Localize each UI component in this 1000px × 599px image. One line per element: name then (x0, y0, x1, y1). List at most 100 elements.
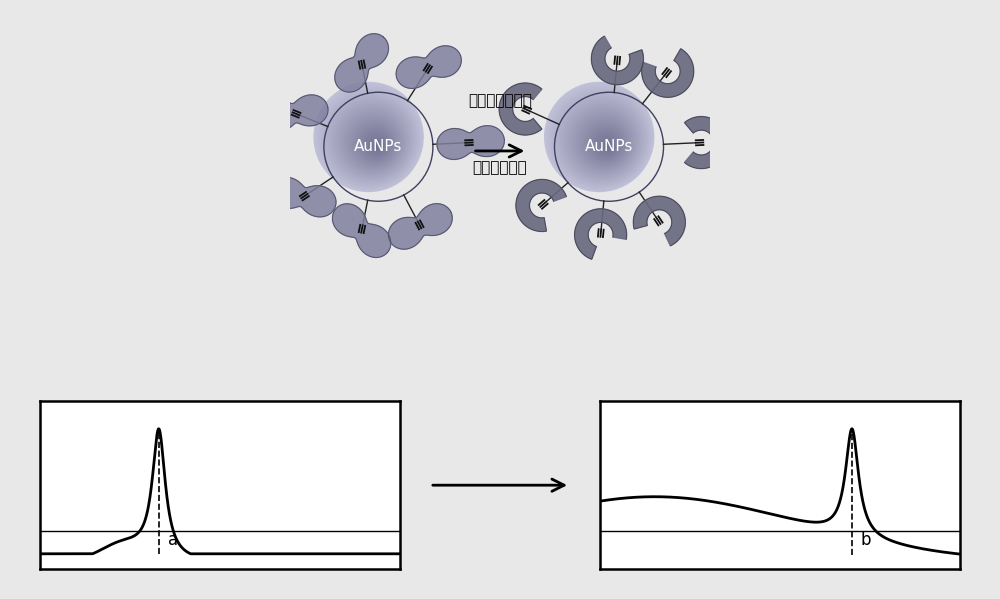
Circle shape (375, 144, 381, 149)
Circle shape (369, 137, 385, 153)
Polygon shape (685, 117, 727, 168)
Circle shape (553, 90, 648, 186)
Circle shape (561, 98, 643, 180)
Circle shape (374, 142, 382, 150)
Polygon shape (388, 204, 452, 249)
Circle shape (362, 131, 390, 158)
Circle shape (593, 131, 620, 158)
Polygon shape (335, 34, 388, 92)
Polygon shape (499, 83, 542, 135)
Text: 蛋白构象变化: 蛋白构象变化 (473, 160, 527, 176)
Circle shape (366, 134, 387, 156)
Circle shape (333, 102, 410, 178)
Circle shape (585, 123, 626, 164)
Circle shape (604, 142, 612, 150)
Circle shape (349, 118, 399, 167)
Circle shape (341, 110, 404, 173)
Circle shape (329, 97, 413, 181)
Circle shape (377, 145, 380, 148)
Circle shape (607, 145, 610, 148)
Circle shape (370, 139, 384, 152)
Circle shape (580, 118, 629, 167)
Circle shape (340, 108, 405, 174)
Circle shape (338, 107, 406, 175)
Circle shape (343, 111, 403, 171)
Circle shape (330, 98, 412, 180)
Circle shape (595, 132, 619, 157)
Polygon shape (516, 180, 566, 231)
Circle shape (316, 84, 422, 190)
Circle shape (354, 123, 395, 164)
Polygon shape (633, 196, 685, 246)
Circle shape (577, 114, 631, 169)
Circle shape (356, 124, 394, 162)
Circle shape (357, 126, 393, 161)
Circle shape (337, 105, 407, 176)
Circle shape (566, 104, 639, 177)
Circle shape (588, 126, 624, 161)
Circle shape (321, 89, 419, 187)
Circle shape (558, 95, 645, 183)
Circle shape (582, 119, 628, 166)
Circle shape (317, 86, 421, 189)
Circle shape (314, 83, 423, 192)
Circle shape (603, 140, 613, 151)
Circle shape (367, 135, 386, 155)
Circle shape (351, 119, 397, 166)
Circle shape (353, 121, 396, 165)
Circle shape (545, 83, 654, 192)
Circle shape (548, 86, 651, 189)
Circle shape (596, 134, 618, 156)
Circle shape (599, 137, 616, 153)
Polygon shape (261, 95, 328, 132)
Circle shape (598, 135, 617, 155)
Text: 蛋白外环境改变: 蛋白外环境改变 (468, 93, 532, 108)
Circle shape (601, 139, 615, 152)
Circle shape (559, 97, 644, 181)
Circle shape (562, 100, 641, 179)
Polygon shape (437, 126, 504, 159)
Circle shape (372, 140, 383, 151)
Circle shape (575, 113, 632, 170)
Circle shape (578, 116, 630, 168)
Circle shape (550, 87, 650, 188)
Circle shape (556, 93, 646, 184)
Circle shape (546, 84, 653, 190)
Text: b: b (861, 531, 872, 549)
Polygon shape (270, 177, 336, 217)
Circle shape (346, 114, 401, 169)
Circle shape (606, 144, 611, 149)
Text: AuNPs: AuNPs (585, 139, 633, 155)
Circle shape (583, 121, 627, 165)
Circle shape (359, 128, 392, 160)
Circle shape (361, 129, 391, 159)
Circle shape (551, 89, 649, 187)
Polygon shape (332, 204, 391, 258)
Polygon shape (396, 46, 461, 89)
Circle shape (327, 95, 414, 183)
Polygon shape (642, 49, 694, 97)
Circle shape (364, 132, 388, 157)
Circle shape (332, 100, 411, 179)
Circle shape (572, 110, 635, 173)
Circle shape (574, 111, 634, 171)
Circle shape (325, 93, 415, 184)
Circle shape (324, 92, 416, 184)
Text: a: a (168, 531, 178, 549)
Circle shape (554, 92, 647, 184)
Circle shape (587, 124, 625, 162)
Circle shape (348, 116, 400, 168)
Circle shape (335, 104, 409, 177)
Polygon shape (575, 209, 627, 259)
Circle shape (322, 90, 418, 186)
Circle shape (591, 129, 621, 159)
Text: AuNPs: AuNPs (354, 139, 403, 155)
Circle shape (564, 102, 640, 178)
Polygon shape (591, 36, 643, 84)
Circle shape (569, 107, 637, 175)
Circle shape (570, 108, 636, 174)
Circle shape (345, 113, 402, 170)
Circle shape (590, 128, 622, 160)
Circle shape (567, 105, 638, 176)
Circle shape (319, 87, 420, 188)
